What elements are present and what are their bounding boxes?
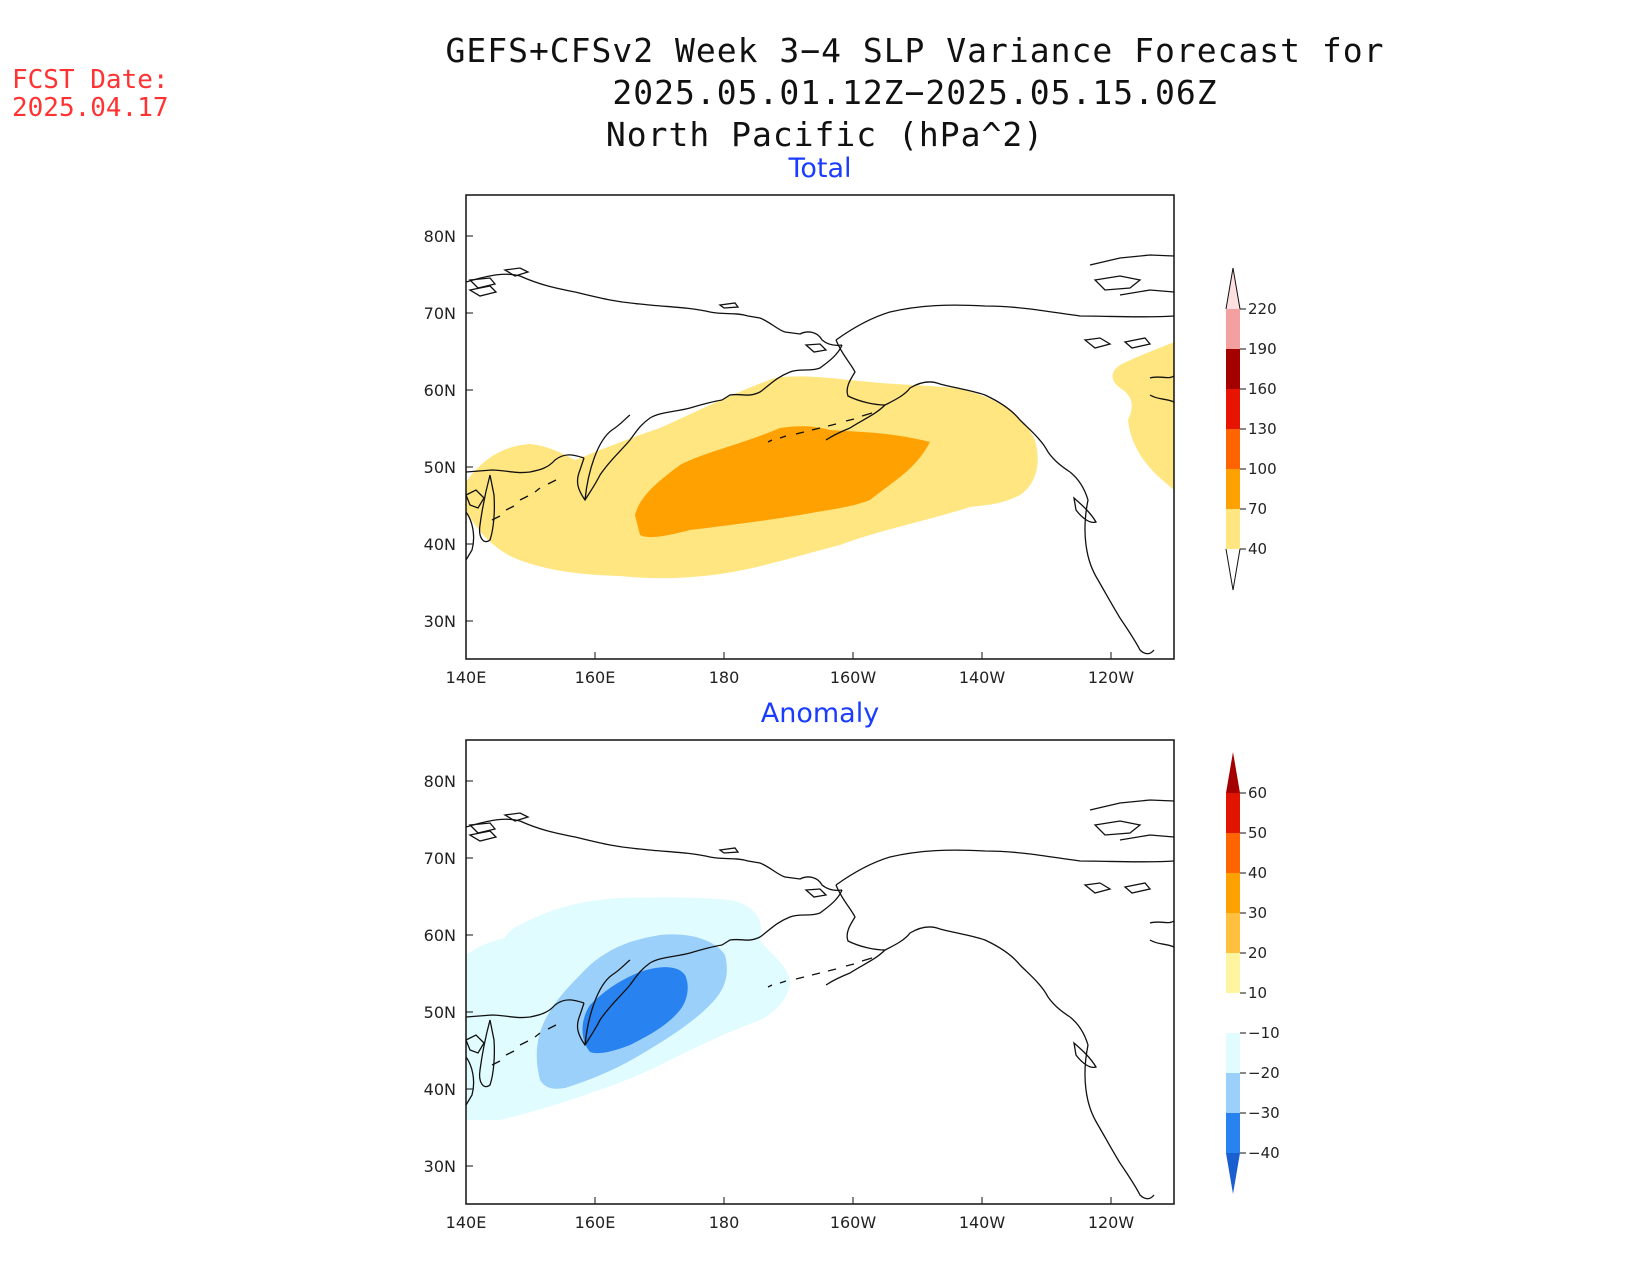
anomaly-colorbar-bin	[1226, 1073, 1240, 1113]
anomaly-colorbar-bin	[1226, 873, 1240, 913]
anomaly-lat-tick: 40N	[424, 1080, 456, 1099]
total-lat-axis: 80N 70N 60N 50N 40N 30N	[424, 227, 473, 631]
anomaly-colorbar-label: 60	[1248, 784, 1267, 802]
anomaly-colorbar-label: −10	[1248, 1024, 1280, 1042]
anomaly-map	[466, 740, 1174, 1204]
total-colorbar-label: 100	[1248, 460, 1277, 478]
total-colorbar-label: 190	[1248, 340, 1277, 358]
total-contour-right	[1112, 342, 1174, 490]
anomaly-colorbar-bin	[1226, 793, 1240, 833]
total-colorbar-bin	[1226, 389, 1240, 429]
anomaly-colorbar-bin	[1226, 953, 1240, 993]
total-colorbar-label: 220	[1248, 300, 1277, 318]
anomaly-colorbar-label: −30	[1248, 1104, 1280, 1122]
total-lon-tick: 120W	[1088, 668, 1135, 687]
anomaly-lon-tick: 180	[709, 1213, 740, 1232]
total-lat-tick: 60N	[424, 381, 456, 400]
total-lat-tick: 30N	[424, 612, 456, 631]
anomaly-colorbar-bin	[1226, 1113, 1240, 1153]
anomaly-colorbar-bin	[1226, 913, 1240, 953]
anomaly-colorbar-low-triangle	[1226, 1153, 1240, 1194]
total-colorbar-bin	[1226, 349, 1240, 389]
anomaly-lat-tick: 50N	[424, 1003, 456, 1022]
total-colorbar-bin	[1226, 469, 1240, 509]
total-lon-tick: 160W	[830, 668, 877, 687]
total-colorbar-label: 130	[1248, 420, 1277, 438]
main-title-line1: GEFS+CFSv2 Week 3−4 SLP Variance Forecas…	[445, 31, 1385, 112]
anomaly-lon-tick: 140E	[446, 1213, 487, 1232]
anomaly-colorbar-label: 40	[1248, 864, 1267, 882]
total-lon-tick: 140W	[959, 668, 1006, 687]
total-lat-tick: 70N	[424, 304, 456, 323]
fcst-date-value: 2025.04.17	[12, 93, 169, 123]
total-colorbar-bin	[1226, 429, 1240, 469]
total-lon-tick: 160E	[575, 668, 616, 687]
anomaly-lat-axis: 80N 70N 60N 50N 40N 30N	[424, 772, 473, 1176]
anomaly-colorbar-bin	[1226, 1033, 1240, 1073]
anomaly-lat-tick: 60N	[424, 926, 456, 945]
anomaly-contour-neg30-40	[582, 967, 688, 1054]
fcst-date-caption: FCST Date:	[12, 65, 169, 95]
total-map-frame	[465, 194, 1175, 660]
total-colorbar-high-triangle	[1226, 268, 1240, 309]
total-colorbar-label: 40	[1248, 540, 1267, 558]
main-title: GEFS+CFSv2 Week 3−4 SLP Variance Forecas…	[0, 30, 1650, 156]
anomaly-colorbar-label: 30	[1248, 904, 1267, 922]
total-lon-tick: 140E	[446, 668, 487, 687]
anomaly-colorbar-label: −20	[1248, 1064, 1280, 1082]
anomaly-lon-tick: 140W	[959, 1213, 1006, 1232]
anomaly-lat-tick: 70N	[424, 849, 456, 868]
anomaly-lon-tick: 120W	[1088, 1213, 1135, 1232]
anomaly-lat-tick: 30N	[424, 1157, 456, 1176]
total-lat-tick: 80N	[424, 227, 456, 246]
anomaly-colorbar-label: 50	[1248, 824, 1267, 842]
anomaly-colorbar-label: 20	[1248, 944, 1267, 962]
total-colorbar-label: 160	[1248, 380, 1277, 398]
total-lon-axis: 140E 160E 180 160W 140W 120W	[446, 652, 1135, 687]
total-colorbar-low-triangle	[1225, 548, 1241, 591]
anomaly-colorbar-bin	[1226, 833, 1240, 873]
total-lat-tick: 50N	[424, 458, 456, 477]
anomaly-colorbar-label: 10	[1248, 984, 1267, 1002]
forecast-date-label: FCST Date: 2025.04.17	[12, 66, 169, 122]
total-lon-tick: 180	[709, 668, 740, 687]
total-map	[466, 195, 1174, 659]
anomaly-lon-axis: 140E 160E 180 160W 140W 120W	[446, 1197, 1135, 1232]
anomaly-map-frame	[465, 739, 1175, 1205]
anomaly-lon-tick: 160E	[575, 1213, 616, 1232]
main-title-line2: North Pacific (hPa^2)	[605, 115, 1045, 154]
total-colorbar: 220 190 160 130 100 70 40	[1225, 267, 1277, 591]
anomaly-colorbar-bin	[1226, 993, 1240, 1033]
panel-title-total: Total	[787, 153, 851, 184]
panel-title-anomaly: Anomaly	[761, 698, 879, 729]
anomaly-lat-tick: 80N	[424, 772, 456, 791]
anomaly-colorbar-high-triangle	[1226, 752, 1240, 793]
anomaly-colorbar: 60 50 40 30 20 10 −10 −20 −30 −40	[1226, 752, 1280, 1194]
total-contour-70-100	[635, 426, 930, 538]
total-lat-tick: 40N	[424, 535, 456, 554]
total-colorbar-bin	[1226, 509, 1240, 549]
total-colorbar-label: 70	[1248, 500, 1267, 518]
anomaly-colorbar-label: −40	[1248, 1144, 1280, 1162]
total-colorbar-bin	[1226, 309, 1240, 349]
anomaly-lon-tick: 160W	[830, 1213, 877, 1232]
